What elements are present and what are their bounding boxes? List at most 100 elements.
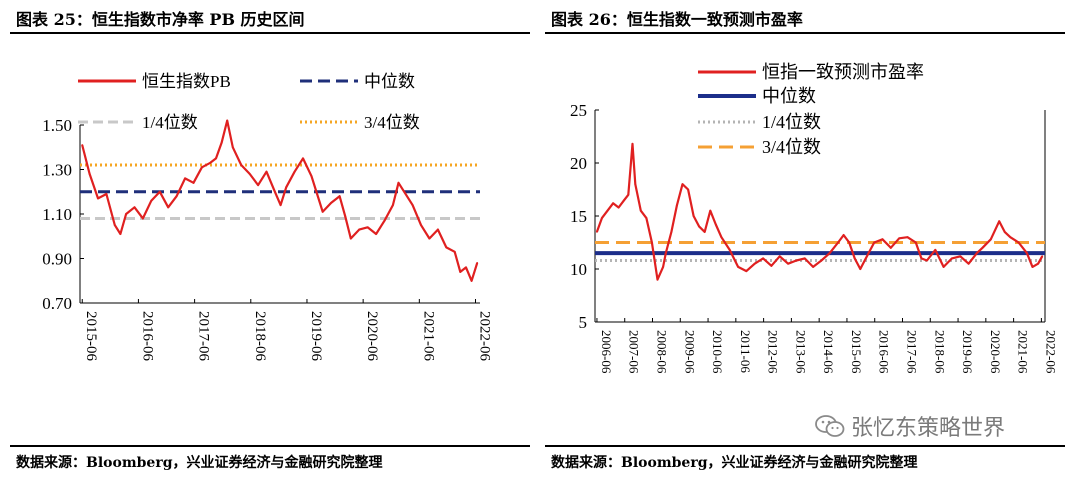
y-tick-label: 5: [579, 313, 588, 332]
data-point: [889, 246, 892, 249]
left-chart-title: 图表 25：恒生指数市净率 PB 历史区间: [16, 10, 305, 29]
x-tick-label: 2020-06: [988, 330, 1003, 374]
data-point: [906, 236, 909, 239]
data-point: [133, 206, 136, 209]
x-tick-label: 2006-06: [599, 330, 614, 374]
legend-label: 中位数: [364, 72, 415, 91]
y-tick-label: 1.30: [42, 161, 72, 180]
data-point: [837, 241, 839, 244]
x-tick-label: 2011-06: [738, 330, 753, 373]
data-point: [692, 215, 695, 217]
legend-label: 1/4位数: [762, 112, 821, 132]
data-point: [651, 241, 653, 244]
legend-label: 3/4位数: [364, 113, 420, 132]
data-point: [248, 173, 251, 175]
data-point: [158, 190, 161, 193]
data-point: [1031, 265, 1034, 268]
right-source-note: 数据来源：Bloomberg，兴业证券经济与金融研究院整理: [551, 455, 918, 471]
data-point: [926, 259, 928, 262]
data-point: [293, 170, 296, 173]
data-point: [470, 279, 473, 282]
data-point: [125, 213, 127, 215]
data-point: [113, 224, 116, 227]
data-point: [873, 241, 876, 244]
x-tick-label: 2016-06: [877, 330, 892, 374]
data-point: [745, 270, 748, 273]
data-point: [453, 250, 456, 253]
x-tick-label: 2012-06: [766, 330, 781, 374]
data-point: [967, 262, 970, 265]
data-point: [728, 249, 731, 251]
legend-label: 恒指一致预测市盈率: [762, 62, 924, 82]
data-point: [338, 195, 341, 198]
x-tick-label: 2018-06: [932, 330, 947, 374]
data-point: [753, 262, 756, 265]
data-point: [316, 193, 318, 195]
data-point: [428, 237, 431, 240]
data-point: [285, 186, 288, 189]
left-title-rule: [10, 32, 530, 34]
data-point: [770, 264, 773, 267]
data-point: [820, 259, 823, 262]
data-point: [664, 252, 667, 255]
legend-label: 3/4位数: [762, 137, 821, 157]
x-tick-label: 2021-06: [420, 311, 436, 361]
data-point: [201, 166, 203, 169]
data-point: [1026, 252, 1028, 255]
x-tick-label: 2020-06: [364, 311, 380, 361]
data-point: [981, 246, 984, 249]
x-tick-label: 2014-06: [821, 330, 836, 374]
data-point: [1037, 262, 1039, 265]
data-point: [848, 241, 851, 244]
data-point: [662, 265, 664, 268]
series-line: [81, 119, 479, 282]
right-chart-panel: 图表 26：恒生指数一致预测市盈率 25 20 15 10 5 2006-06 2007-0…: [545, 0, 1065, 477]
data-point: [645, 217, 648, 220]
data-point: [397, 181, 400, 184]
data-point: [998, 220, 1001, 223]
data-point: [617, 206, 620, 209]
data-point: [344, 215, 347, 218]
x-tick-label: 2017-06: [196, 311, 212, 361]
x-tick-label: 2007-06: [627, 330, 642, 374]
data-point: [88, 173, 91, 175]
data-point: [976, 252, 978, 255]
series-line: [595, 142, 1044, 281]
data-point: [215, 157, 217, 160]
x-tick-label: 2017-06: [905, 330, 920, 374]
data-point: [220, 141, 223, 144]
x-tick-label: 2018-06: [252, 311, 268, 361]
data-point: [366, 226, 369, 229]
data-point: [720, 236, 723, 239]
data-point: [1009, 236, 1012, 239]
left-source-rule: [10, 445, 530, 447]
x-tick-label: 2016-06: [139, 311, 155, 361]
data-point: [167, 206, 170, 209]
x-tick-label: 2015-06: [83, 311, 99, 361]
data-point: [606, 209, 609, 212]
data-point: [714, 223, 717, 226]
data-point: [687, 188, 689, 191]
data-point: [681, 183, 684, 186]
x-tick-label: 2022-06: [477, 311, 493, 361]
data-point: [1017, 241, 1020, 244]
data-point: [392, 204, 394, 207]
x-tick-label: 2019-06: [960, 330, 975, 374]
y-tick-label: 0.70: [42, 294, 72, 313]
data-point: [231, 146, 234, 149]
right-chart-title: 图表 26：恒生指数一致预测市盈率: [551, 10, 803, 29]
y-tick-label: 0.90: [42, 250, 72, 269]
data-point: [803, 257, 806, 260]
data-point: [265, 170, 268, 173]
data-point: [898, 237, 901, 240]
right-title-rule: [545, 32, 1065, 34]
left-chart-svg: 1.50 1.30 1.10 0.90 0.70 2015-06 2016-06 2017-0…: [42, 72, 493, 361]
x-tick-label: 2015-06: [849, 330, 864, 374]
data-point: [634, 183, 637, 186]
y-tick-label: 1.10: [42, 205, 72, 224]
data-point: [778, 255, 781, 258]
data-point: [1041, 255, 1044, 258]
data-point: [812, 265, 814, 268]
x-tick-label: 2010-06: [710, 330, 725, 374]
data-point: [420, 224, 422, 227]
